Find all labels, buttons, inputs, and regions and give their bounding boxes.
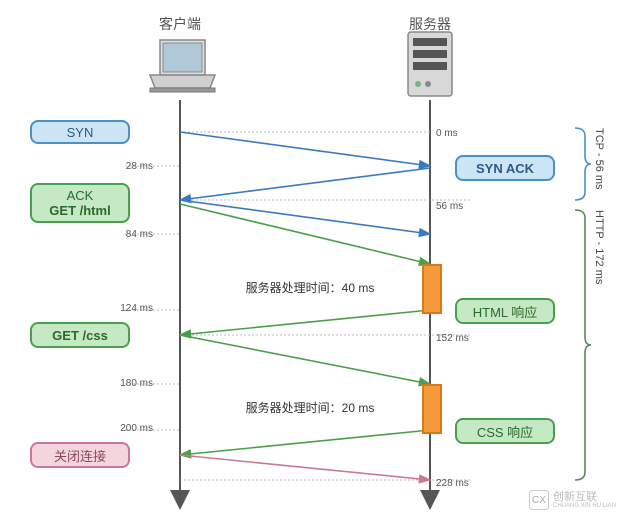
server-icon xyxy=(408,32,452,96)
time-0: 0 ms xyxy=(436,128,458,139)
time-1: 28 ms xyxy=(126,161,153,172)
watermark: CX 创新互联 CHUANG XIN HU LIAN xyxy=(529,490,616,510)
arrows xyxy=(180,132,430,480)
laptop-icon xyxy=(150,40,215,92)
processing-box-0 xyxy=(422,264,442,314)
bracket-0 xyxy=(575,128,591,200)
box-html-resp: HTML 响应 xyxy=(455,298,555,324)
time-2: 56 ms xyxy=(436,201,463,212)
bracket-1 xyxy=(575,210,591,480)
processing-label-1: 服务器处理时间：20 ms xyxy=(210,399,410,416)
time-7: 200 ms xyxy=(120,423,153,434)
watermark-icon: CX xyxy=(529,490,549,510)
arrow-0 xyxy=(180,132,430,166)
time-3: 84 ms xyxy=(126,229,153,240)
side-brackets xyxy=(575,128,591,480)
processing-label-0: 服务器处理时间：40 ms xyxy=(210,279,410,296)
time-8: 228 ms xyxy=(436,478,469,489)
processing-box-1 xyxy=(422,384,442,434)
arrow-6 xyxy=(180,430,430,455)
box-syn: SYN xyxy=(30,120,130,144)
box-synack: SYN ACK xyxy=(455,155,555,181)
arrow-2 xyxy=(180,200,430,234)
arrow-7 xyxy=(180,455,430,480)
watermark-text: 创新互联 xyxy=(553,492,616,503)
side-label-0: TCP - 56 ms xyxy=(593,128,605,200)
box-css-resp: CSS 响应 xyxy=(455,418,555,444)
arrow-4 xyxy=(180,310,430,335)
time-6: 180 ms xyxy=(120,378,153,389)
watermark-sub: CHUANG XIN HU LIAN xyxy=(553,503,616,509)
box-ack-get: ACKGET /html xyxy=(30,183,130,223)
time-4: 124 ms xyxy=(120,303,153,314)
side-label-1: HTTP - 172 ms xyxy=(593,210,605,480)
arrow-5 xyxy=(180,335,430,384)
time-5: 152 ms xyxy=(436,333,469,344)
box-close: 关闭连接 xyxy=(30,442,130,468)
box-get-css: GET /css xyxy=(30,322,130,348)
arrow-1 xyxy=(180,168,430,200)
arrow-3 xyxy=(180,204,430,264)
